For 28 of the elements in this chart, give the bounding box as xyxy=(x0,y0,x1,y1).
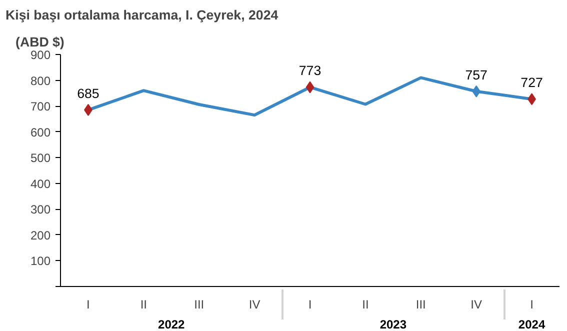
y-tick-label: 800 xyxy=(30,74,51,88)
x-tick-label: IV xyxy=(470,298,482,312)
text: 2024 xyxy=(518,318,546,331)
x-tick-label: III xyxy=(416,298,426,312)
y-axis-title: (ABD $) xyxy=(16,34,64,50)
x-tick-label: IV xyxy=(248,298,260,312)
chart-title: Kişi başı ortalama harcama, I. Çeyrek, 2024 xyxy=(6,8,279,22)
x-tick-label: II xyxy=(140,298,148,312)
y-tick-label: 500 xyxy=(30,151,51,166)
y-tick-label: 900 xyxy=(30,48,51,62)
point xyxy=(306,81,314,94)
data-label: 773 xyxy=(298,63,322,78)
x-tick-label: II xyxy=(362,298,369,312)
y-tick-label: 300 xyxy=(30,202,51,217)
data-label: 757 xyxy=(465,67,488,82)
y-tick-label: 400 xyxy=(30,176,51,191)
text: 2023 xyxy=(380,318,407,331)
x-tick-label: I xyxy=(86,298,90,312)
y-tick-label: 600 xyxy=(30,125,51,140)
text: 2022 xyxy=(158,318,186,331)
y-tick-label: 700 xyxy=(30,100,51,114)
y-tick-label: 200 xyxy=(30,228,51,242)
data-label: 685 xyxy=(77,86,100,101)
y-tick-label: 100 xyxy=(30,254,51,268)
x-tick-label: I xyxy=(530,298,534,312)
data-label: 727 xyxy=(520,75,543,90)
x-tick-label: I xyxy=(308,298,312,312)
x-tick-label: III xyxy=(194,298,204,312)
